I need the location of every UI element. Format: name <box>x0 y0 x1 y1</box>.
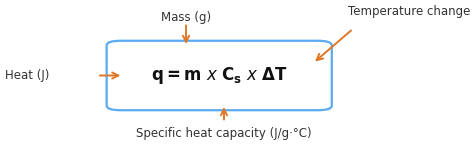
Text: Mass (g): Mass (g) <box>161 11 211 24</box>
Text: Temperature change (°C): Temperature change (°C) <box>348 5 474 18</box>
Text: Heat (J): Heat (J) <box>5 69 49 82</box>
Text: Specific heat capacity (J/g·°C): Specific heat capacity (J/g·°C) <box>136 127 312 140</box>
FancyBboxPatch shape <box>107 41 332 110</box>
Text: $\mathbf{q = m}\ \mathregular{x}\ \mathbf{C_s}\ \mathregular{x}\ \mathbf{\Delta : $\mathbf{q = m}\ \mathregular{x}\ \mathb… <box>151 65 288 86</box>
